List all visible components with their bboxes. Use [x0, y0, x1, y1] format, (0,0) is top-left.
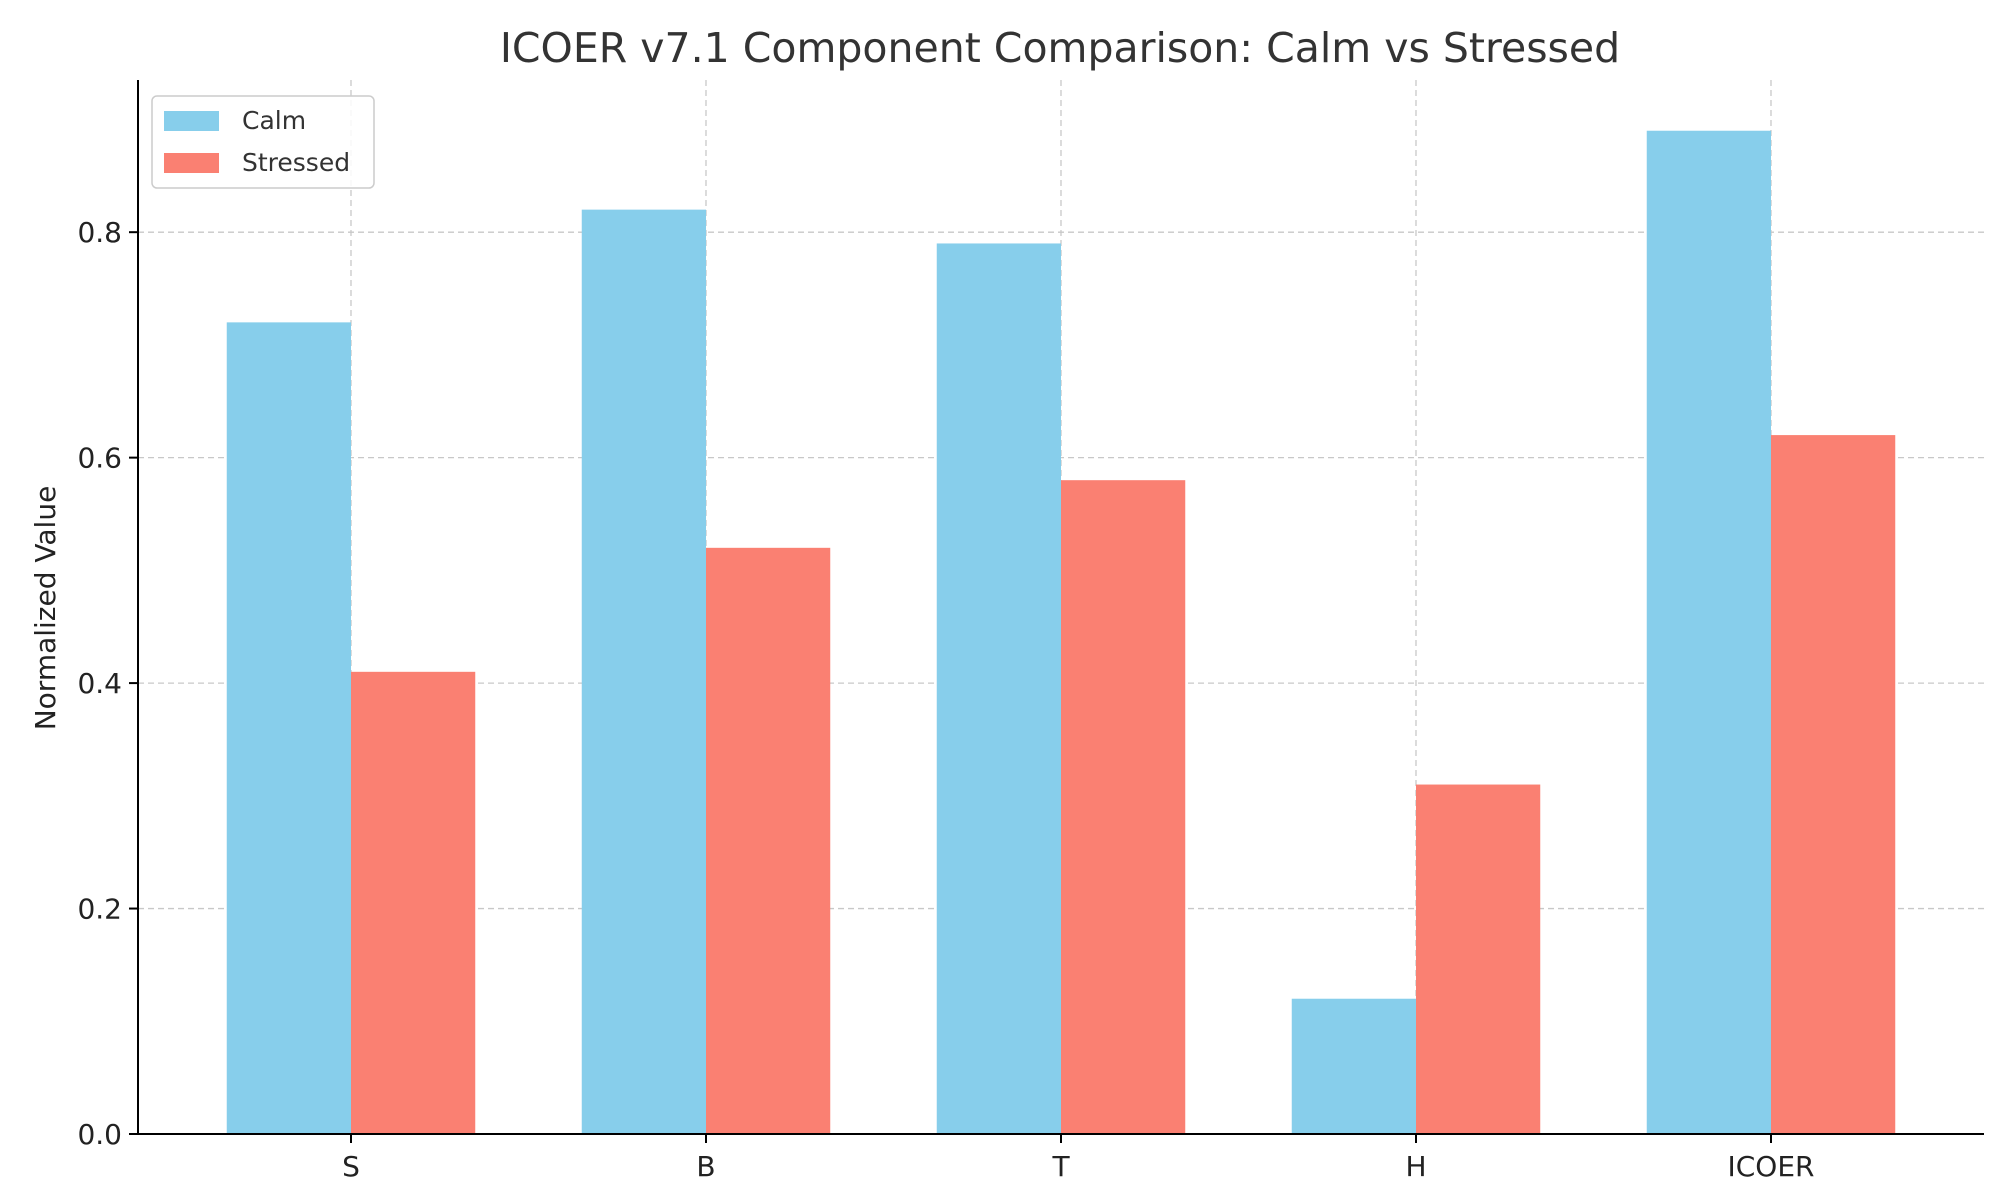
- y-axis-label: Normalized Value: [29, 486, 62, 731]
- x-tick-label: B: [696, 1150, 715, 1183]
- legend: Calm Stressed: [151, 95, 375, 189]
- y-axis-ticks: 0.0 0.2 0.4 0.6 0.8: [77, 216, 138, 1151]
- chart-title: ICOER v7.1 Component Comparison: Calm vs…: [500, 24, 1620, 72]
- y-tick-label: 0.8: [77, 216, 122, 249]
- bar-calm-b: [581, 209, 706, 1135]
- bar-stressed-h: [1416, 784, 1541, 1134]
- bar-stressed-icoer: [1771, 435, 1896, 1134]
- x-tick-label: H: [1405, 1150, 1426, 1183]
- x-tick-label: S: [342, 1150, 360, 1183]
- bar-calm-h: [1291, 998, 1416, 1134]
- bar-calm-t: [936, 243, 1061, 1135]
- bars: [226, 130, 1896, 1135]
- x-tick-label: ICOER: [1728, 1150, 1815, 1183]
- bar-stressed-t: [1061, 480, 1186, 1134]
- bar-calm-s: [226, 322, 351, 1134]
- legend-label-stressed: Stressed: [242, 148, 350, 177]
- bar-stressed-b: [706, 547, 831, 1134]
- x-axis-ticks: S B T H ICOER: [342, 1134, 1815, 1183]
- y-tick-label: 0.0: [77, 1118, 122, 1151]
- bar-stressed-s: [351, 671, 476, 1134]
- x-tick-label: T: [1051, 1150, 1070, 1183]
- bar-calm-icoer: [1646, 130, 1771, 1134]
- legend-label-calm: Calm: [242, 106, 306, 135]
- y-tick-label: 0.2: [77, 893, 122, 926]
- y-tick-label: 0.4: [77, 667, 122, 700]
- legend-swatch-calm: [164, 111, 219, 131]
- y-tick-label: 0.6: [77, 442, 122, 475]
- legend-swatch-stressed: [164, 153, 219, 173]
